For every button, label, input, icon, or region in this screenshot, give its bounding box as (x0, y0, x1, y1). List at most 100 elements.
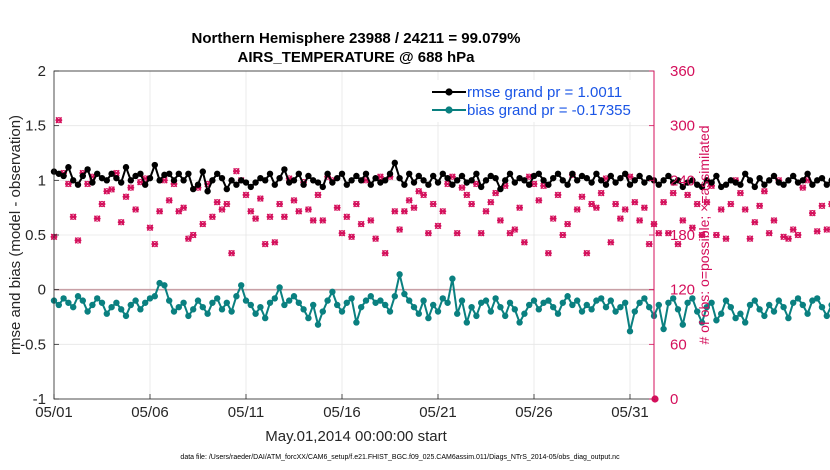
obs-assimilated-marker (180, 204, 187, 211)
point-bias (482, 297, 490, 304)
obs-count-marker (717, 206, 725, 213)
point-rmse (559, 177, 566, 184)
point-bias (516, 319, 523, 326)
point-bias (636, 299, 643, 306)
point-bias (310, 301, 317, 309)
obs-count-marker (127, 184, 135, 191)
obs-count-marker (693, 200, 701, 208)
point-rmse (502, 177, 509, 184)
point-rmse (391, 159, 398, 167)
point-rmse (367, 181, 374, 188)
point-bias (60, 295, 67, 302)
obs-count-marker (751, 218, 759, 226)
point-bias (631, 308, 638, 315)
point-rmse (521, 177, 528, 184)
obs-count-marker (674, 240, 682, 248)
point-rmse (727, 177, 734, 184)
obs-assimilated-marker (497, 217, 504, 224)
point-bias (79, 297, 87, 304)
obs-assimilated-marker (353, 200, 360, 208)
obs-count-marker (487, 198, 495, 206)
point-rmse (487, 172, 494, 180)
point-bias (214, 295, 221, 302)
point-rmse (684, 179, 691, 186)
obs-count-marker (573, 206, 581, 213)
point-rmse (377, 179, 384, 186)
obs-count-marker (741, 206, 749, 213)
obs-assimilated-marker (276, 200, 283, 208)
point-bias (439, 295, 446, 302)
point-rmse (65, 164, 72, 171)
obs-count-marker (343, 213, 351, 221)
legend-bias-label: bias grand pr = -0.17355 (467, 102, 631, 119)
point-bias (593, 297, 600, 304)
obs-count-marker (665, 229, 672, 237)
obs-count-marker (645, 240, 653, 248)
obs-assimilated-marker (175, 208, 183, 215)
point-bias (247, 301, 254, 309)
obs-count-marker (535, 197, 543, 204)
obs-assimilated-marker (391, 208, 399, 215)
obs-count-marker (722, 235, 730, 242)
obs-count-marker (146, 224, 154, 232)
obs-count-marker (641, 204, 648, 211)
obs-count-marker (252, 215, 259, 222)
obs-assimilated-marker (247, 208, 255, 215)
obs-assimilated-marker (314, 191, 322, 199)
point-bias (746, 301, 754, 309)
point-bias (780, 303, 787, 311)
obs-assimilated-marker (593, 204, 600, 211)
obs-assimilated-marker (439, 208, 447, 215)
legend-rmse-marker (445, 88, 453, 96)
point-bias (713, 317, 720, 324)
obs-assimilated-marker (357, 220, 365, 228)
point-bias (823, 312, 830, 320)
obs-assimilated-marker (588, 200, 595, 208)
obs-assimilated-marker (511, 226, 519, 233)
point-rmse (588, 179, 595, 186)
point-rmse (602, 181, 610, 188)
point-bias (487, 308, 494, 315)
point-rmse (396, 174, 403, 182)
obs-count-marker (761, 187, 768, 195)
obs-assimilated-marker (516, 204, 523, 211)
point-rmse (74, 181, 82, 188)
point-rmse (574, 177, 581, 184)
obs-assimilated-marker (813, 228, 821, 235)
obs-count-marker (660, 198, 667, 206)
point-bias (550, 303, 557, 311)
point-rmse (554, 170, 562, 177)
point-rmse (482, 177, 490, 184)
point-rmse (785, 177, 792, 184)
point-bias (463, 319, 470, 326)
x-axis-ticks: 05/01 05/06 05/11 05/16 05/21 05/26 05/31 (35, 394, 649, 421)
obs-count-marker (617, 215, 624, 222)
obs-count-marker (405, 197, 413, 204)
obs-assimilated-marker (108, 186, 115, 193)
point-bias (74, 293, 82, 300)
obs-count-marker (271, 238, 279, 246)
obs-assimilated-marker (127, 184, 135, 191)
point-rmse (780, 181, 787, 188)
point-rmse (98, 174, 106, 182)
point-bias (295, 299, 302, 306)
point-rmse (382, 177, 389, 184)
obs-count-marker (429, 200, 437, 208)
obs-assimilated-marker (468, 200, 475, 208)
point-rmse (223, 185, 230, 193)
point-rmse (118, 179, 125, 186)
obs-count-marker (223, 200, 231, 208)
point-bias (185, 312, 192, 320)
obs-assimilated-marker (655, 229, 663, 237)
obs-assimilated-marker (420, 191, 427, 199)
point-rmse (410, 179, 418, 186)
point-bias (238, 282, 245, 289)
obs-count-marker (583, 249, 591, 257)
obs-count-marker (381, 249, 389, 257)
point-rmse (218, 174, 226, 182)
obs-count-marker (348, 233, 355, 241)
obs-assimilated-marker (583, 249, 591, 257)
point-bias (382, 301, 389, 309)
point-bias (425, 314, 432, 322)
